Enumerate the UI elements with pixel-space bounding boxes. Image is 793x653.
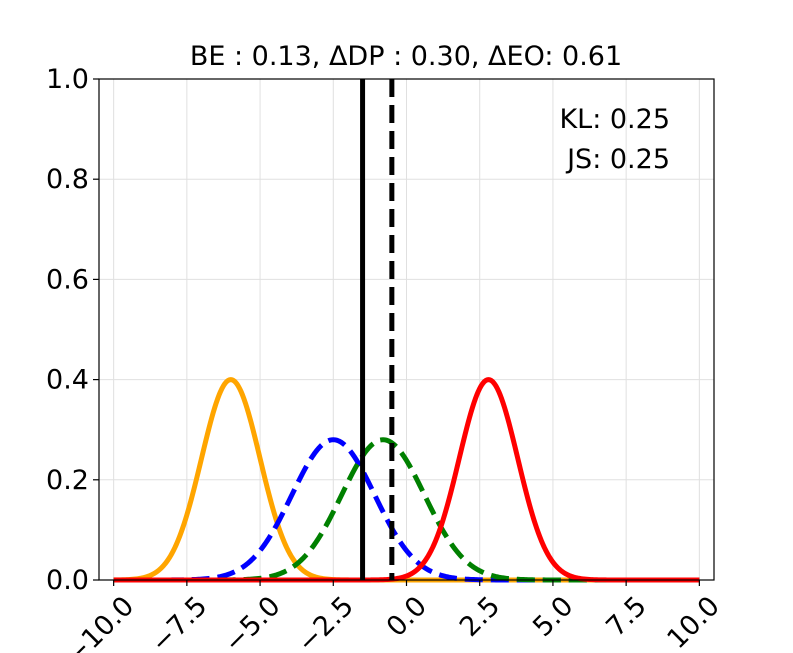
x-tick-label-7: 7.5 bbox=[600, 591, 652, 643]
x-tick-label-3: −2.5 bbox=[292, 591, 360, 653]
annotation-kl: KL: 0.25 bbox=[559, 104, 670, 135]
x-tick-label-5: 2.5 bbox=[454, 591, 506, 643]
x-tick-label-1: −7.5 bbox=[145, 591, 213, 653]
y-tick-label-1: 0.2 bbox=[46, 465, 89, 496]
annotation-js: JS: 0.25 bbox=[565, 144, 670, 175]
x-tick-label-8: 10.0 bbox=[661, 591, 725, 653]
chart-title: BE : 0.13, ΔDP : 0.30, ΔEO: 0.61 bbox=[190, 41, 622, 72]
x-tick-label-2: −5.0 bbox=[218, 591, 286, 653]
y-tick-label-4: 0.8 bbox=[46, 164, 89, 195]
y-tick-label-0: 0.0 bbox=[46, 565, 89, 596]
x-tick-label-6: 5.0 bbox=[527, 591, 579, 643]
x-tick-label-4: 0.0 bbox=[381, 591, 433, 643]
y-tick-label-3: 0.6 bbox=[46, 264, 89, 295]
y-tick-label-5: 1.0 bbox=[46, 64, 89, 95]
y-tick-label-2: 0.4 bbox=[46, 365, 89, 396]
x-tick-label-0: −10.0 bbox=[60, 591, 140, 653]
